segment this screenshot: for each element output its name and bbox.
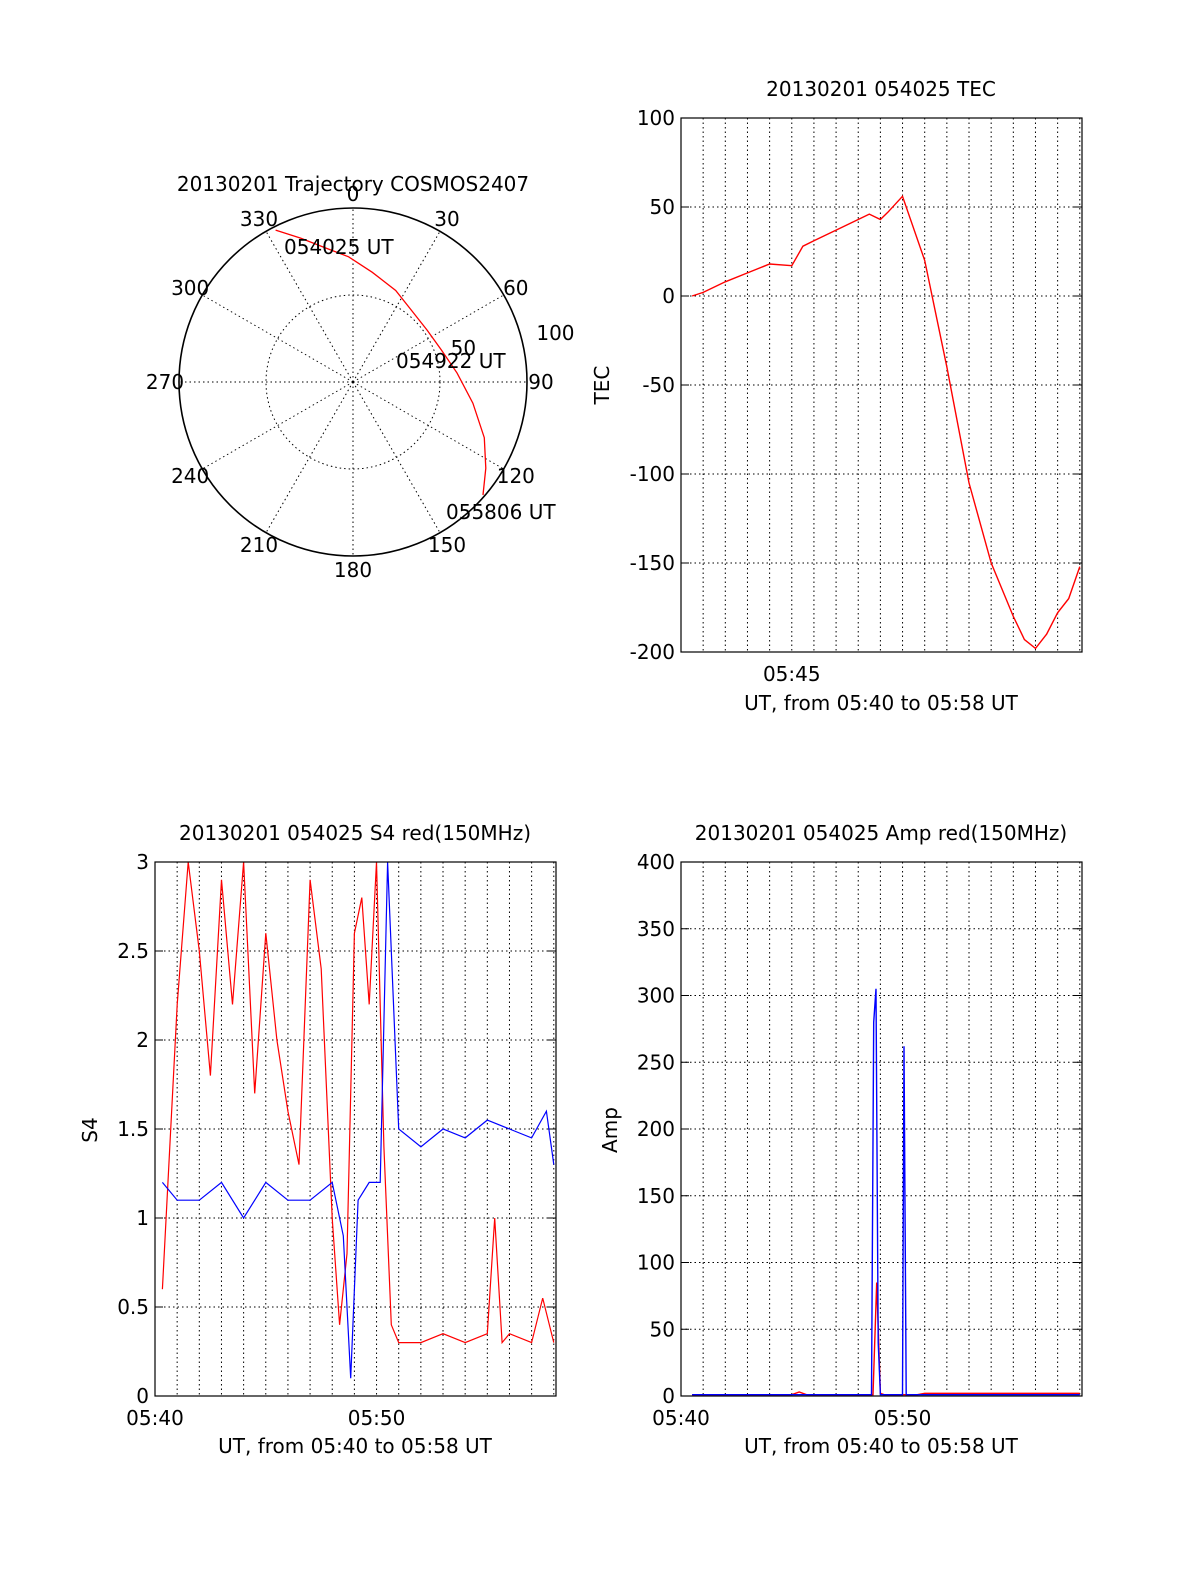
amp-grid xyxy=(681,861,1082,1397)
amp-ytick-label: 50 xyxy=(650,1317,675,1341)
polar-radial-label: 50 xyxy=(451,336,476,360)
track-mid-label: 054922 UT xyxy=(396,349,506,373)
amp-ytick-label: 350 xyxy=(637,917,675,941)
amp-xtick-label: 05:50 xyxy=(874,1406,932,1430)
amp-x-axis-label: UT, from 05:40 to 05:58 UT xyxy=(744,1434,1019,1458)
track-start-label: 054025 UT xyxy=(284,235,394,259)
amp-ytick-label: 250 xyxy=(637,1050,675,1074)
s4-grid xyxy=(155,861,556,1397)
s4-y-axis-label: S4 xyxy=(78,1117,102,1142)
tec-ytick-label: -150 xyxy=(630,551,675,575)
polar-spoke xyxy=(202,294,354,383)
tec-ytick-label: -50 xyxy=(642,373,675,397)
satellite-track-line xyxy=(275,229,487,496)
tec-ytick-label: -200 xyxy=(630,640,675,664)
amp-ytick-label: 100 xyxy=(637,1251,675,1275)
polar-angle-label: 90 xyxy=(528,370,553,394)
s4-plot-frame xyxy=(154,861,557,1397)
s4-chart: 20130201 054025 S4 red(150MHz) 0 0.5 1 1.5 2… xyxy=(78,821,557,1458)
polar-trajectory-chart: 20130201 Trajectory COSMOS2407 0 30 60 90 12… xyxy=(146,172,575,582)
s4-series-line-0 xyxy=(161,861,555,1345)
tec-series-line-0 xyxy=(691,194,1081,650)
tec-ytick-label: -100 xyxy=(630,462,675,486)
tec-ytick-label: 50 xyxy=(650,195,675,219)
s4-ytick-label: 3 xyxy=(136,850,149,874)
polar-chart-title: 20130201 Trajectory COSMOS2407 xyxy=(177,172,529,196)
amp-ytick-label: 200 xyxy=(637,1117,675,1141)
tec-ytick-label: 0 xyxy=(662,284,675,308)
amp-xtick-label: 05:40 xyxy=(652,1406,710,1430)
s4-chart-title: 20130201 054025 S4 red(150MHz) xyxy=(179,821,531,845)
amp-y-axis-label: Amp xyxy=(598,1107,622,1153)
polar-angle-label: 180 xyxy=(334,558,372,582)
s4-ytick-label: 0 xyxy=(136,1384,149,1408)
amp-series-line-0 xyxy=(692,1282,1080,1396)
s4-ytick-label: 0.5 xyxy=(117,1295,149,1319)
polar-spoke xyxy=(265,231,354,383)
track-end-label: 055806 UT xyxy=(446,500,556,524)
amp-series xyxy=(692,988,1080,1396)
s4-y-tick-labels: 0 0.5 1 1.5 2 2.5 3 xyxy=(117,850,149,1408)
s4-series xyxy=(161,861,555,1379)
polar-angle-label: 210 xyxy=(240,533,278,557)
tec-x-tick-labels: 05:45 xyxy=(763,662,821,686)
polar-spoke xyxy=(202,381,354,470)
tec-xtick-label: 05:45 xyxy=(763,662,821,686)
s4-ytick-label: 2.5 xyxy=(117,939,149,963)
polar-angle-labels: 0 30 60 90 120 150 180 210 240 270 300 330 50 100 xyxy=(146,182,575,582)
polar-angle-label: 300 xyxy=(171,276,209,300)
polar-spoke xyxy=(352,231,441,383)
s4-ytick-label: 1.5 xyxy=(117,1117,149,1141)
tec-y-axis-label: TEC xyxy=(590,366,614,406)
tec-x-axis-label: UT, from 05:40 to 05:58 UT xyxy=(744,691,1019,715)
polar-angle-label: 240 xyxy=(171,464,209,488)
polar-angle-label: 270 xyxy=(146,370,184,394)
polar-spoke xyxy=(352,294,504,383)
s4-x-axis-label: UT, from 05:40 to 05:58 UT xyxy=(218,1434,493,1458)
polar-radial-label: 100 xyxy=(536,321,574,345)
tec-plot-frame xyxy=(680,117,1083,653)
polar-spoke xyxy=(352,381,441,533)
s4-xtick-label: 05:50 xyxy=(348,1406,406,1430)
amp-chart: 20130201 054025 Amp red(150MHz) 0 50 100 15… xyxy=(598,821,1083,1458)
tec-ytick-label: 100 xyxy=(637,106,675,130)
s4-series-line-1 xyxy=(161,861,555,1379)
tec-series xyxy=(691,194,1081,650)
s4-x-tick-labels: 05:40 05:50 xyxy=(126,1406,405,1430)
s4-xtick-label: 05:40 xyxy=(126,1406,184,1430)
polar-angle-label: 30 xyxy=(434,207,459,231)
polar-angle-label: 120 xyxy=(497,464,535,488)
tec-chart-title: 20130201 054025 TEC xyxy=(766,77,996,101)
amp-ytick-label: 300 xyxy=(637,984,675,1008)
polar-spoke xyxy=(265,381,354,533)
tec-chart: 20130201 054025 TEC -200 -150 -100 -50 0 50 10… xyxy=(590,77,1083,715)
amp-chart-title: 20130201 054025 Amp red(150MHz) xyxy=(695,821,1067,845)
amp-plot-frame xyxy=(680,861,1083,1397)
tec-y-tick-labels: -200 -150 -100 -50 0 50 100 xyxy=(630,106,675,664)
s4-ytick-label: 1 xyxy=(136,1206,149,1230)
polar-outer-circle xyxy=(178,207,528,557)
polar-angle-label: 60 xyxy=(503,276,528,300)
amp-ytick-label: 400 xyxy=(637,850,675,874)
polar-angle-label: 0 xyxy=(347,182,360,206)
amp-x-tick-labels: 05:40 05:50 xyxy=(652,1406,931,1430)
tec-grid xyxy=(681,117,1082,653)
polar-angle-label: 330 xyxy=(240,207,278,231)
polar-grid xyxy=(179,208,527,556)
amp-y-tick-labels: 0 50 100 150 200 250 300 350 400 xyxy=(637,850,675,1408)
polar-angle-label: 150 xyxy=(428,533,466,557)
polar-spoke xyxy=(352,381,504,470)
s4-ytick-label: 2 xyxy=(136,1028,149,1052)
amp-ytick-label: 0 xyxy=(662,1384,675,1408)
amp-series-line-1 xyxy=(692,988,1080,1396)
amp-ytick-label: 150 xyxy=(637,1184,675,1208)
